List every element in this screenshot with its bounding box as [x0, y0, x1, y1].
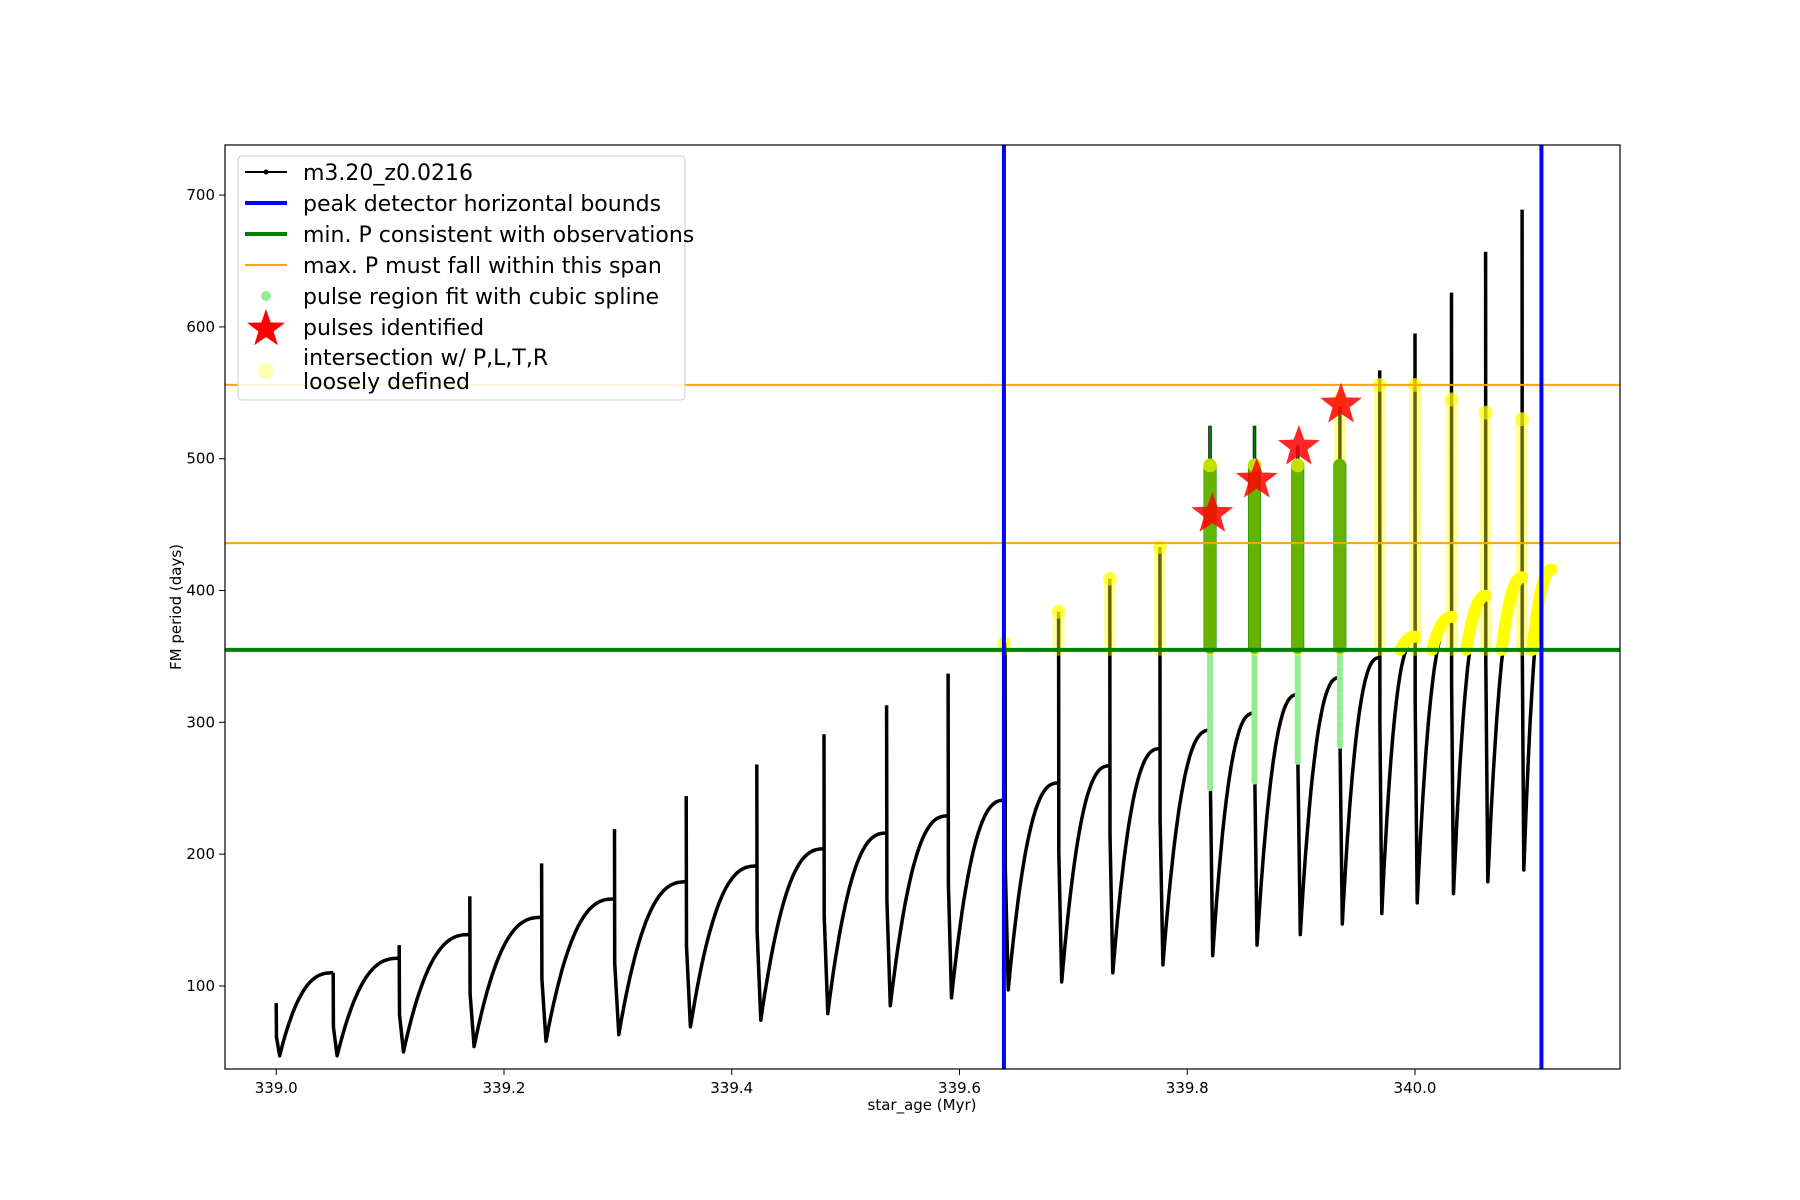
- series-cycle-16: [1208, 425, 1255, 958]
- legend-label-8: loosely defined: [303, 370, 470, 395]
- series-cycle-8: [755, 764, 824, 1022]
- series-cycle-6: [612, 829, 687, 1037]
- legend-handle-7: [258, 363, 274, 379]
- series-cycle-12: [1003, 643, 1059, 992]
- series-cycle-15: [1158, 546, 1211, 967]
- legend-handle-5: [261, 291, 271, 301]
- y-tick-label-4: 400: [186, 582, 215, 600]
- y-axis-label: FM period (days): [167, 544, 185, 670]
- y-tick-label-6: 600: [186, 318, 215, 336]
- x-tick-label-2: 339.2: [483, 1079, 526, 1097]
- pulse-star-1: [1191, 492, 1234, 532]
- series-cycle-2: [331, 956, 400, 1058]
- series-cycle-1: [274, 971, 334, 1058]
- yellow-marker-top-2: [1051, 604, 1066, 619]
- yellow-arc-4: [1495, 571, 1529, 656]
- yellow-arc-3: [1460, 589, 1492, 656]
- yellow-marker-top-13: [1515, 412, 1530, 427]
- x-tick-label-3: 339.4: [710, 1079, 753, 1097]
- yellow-marker-top-3: [1102, 571, 1117, 586]
- axes-layer: 339.0 339.2 339.4 339.6 339.8 340.0 100 200 300 4…: [186, 186, 1436, 1097]
- legend-box: [237, 155, 686, 401]
- y-tick-label-3: 300: [186, 713, 215, 731]
- series-cycle-18: [1295, 445, 1341, 937]
- yellow-marker-top-7: [1290, 458, 1305, 473]
- pulse-star-2: [1235, 457, 1278, 498]
- series-cycle-10: [884, 705, 949, 1008]
- y-tick-label-5: 500: [186, 450, 215, 468]
- legend-label-4: max. P must fall within this span: [303, 254, 662, 279]
- yellow-marker-top-5: [1203, 458, 1218, 473]
- series-cycle-3: [397, 932, 470, 1054]
- x-tick-label-4: 339.6: [938, 1079, 981, 1097]
- pulse-star-4: [1320, 382, 1362, 423]
- data-layer: [225, 145, 1620, 1069]
- y-tick-label-7: 700: [186, 186, 215, 204]
- x-tick-label-1: 339.0: [255, 1079, 298, 1097]
- legend-label-5: pulse region fit with cubic spline: [303, 285, 659, 310]
- legend-label-3: min. P consistent with observations: [303, 223, 694, 248]
- legend-handle-6: [247, 309, 285, 346]
- x-tick-label-6: 340.0: [1394, 1079, 1437, 1097]
- x-axis-label: star_age (Myr): [868, 1096, 977, 1115]
- series-cycle-4: [468, 896, 542, 1049]
- yellow-arc-1: [1394, 630, 1421, 656]
- yellow-marker-top-12: [1478, 405, 1493, 420]
- series-cycle-13: [1056, 611, 1110, 984]
- pulse-star-3: [1277, 424, 1320, 465]
- legend-label-2: peak detector horizontal bounds: [303, 192, 661, 217]
- series-cycle-17: [1252, 425, 1299, 947]
- legend-label-6: pulses identified: [303, 316, 484, 341]
- x-tick-label-5: 339.8: [1166, 1079, 1209, 1097]
- series-cycle-19: [1338, 405, 1381, 926]
- legend-handle-marker-1: [263, 169, 269, 175]
- y-tick-label-2: 200: [186, 845, 215, 863]
- legend-label-7: intersection w/ P,L,T,R: [303, 346, 548, 371]
- legend-label-1: m3.20_z0.0216: [303, 161, 473, 186]
- series-cycle-5: [539, 863, 615, 1044]
- y-tick-label-1: 100: [186, 977, 215, 995]
- yellow-marker-top-11: [1444, 392, 1459, 407]
- series-cycle-9: [822, 734, 887, 1016]
- series-cycle-7: [684, 796, 757, 1029]
- plot-frame: [224, 144, 1621, 1070]
- yellow-arc-2: [1426, 610, 1458, 656]
- series-cycle-11: [946, 673, 1006, 1000]
- series-cycle-14: [1108, 578, 1161, 975]
